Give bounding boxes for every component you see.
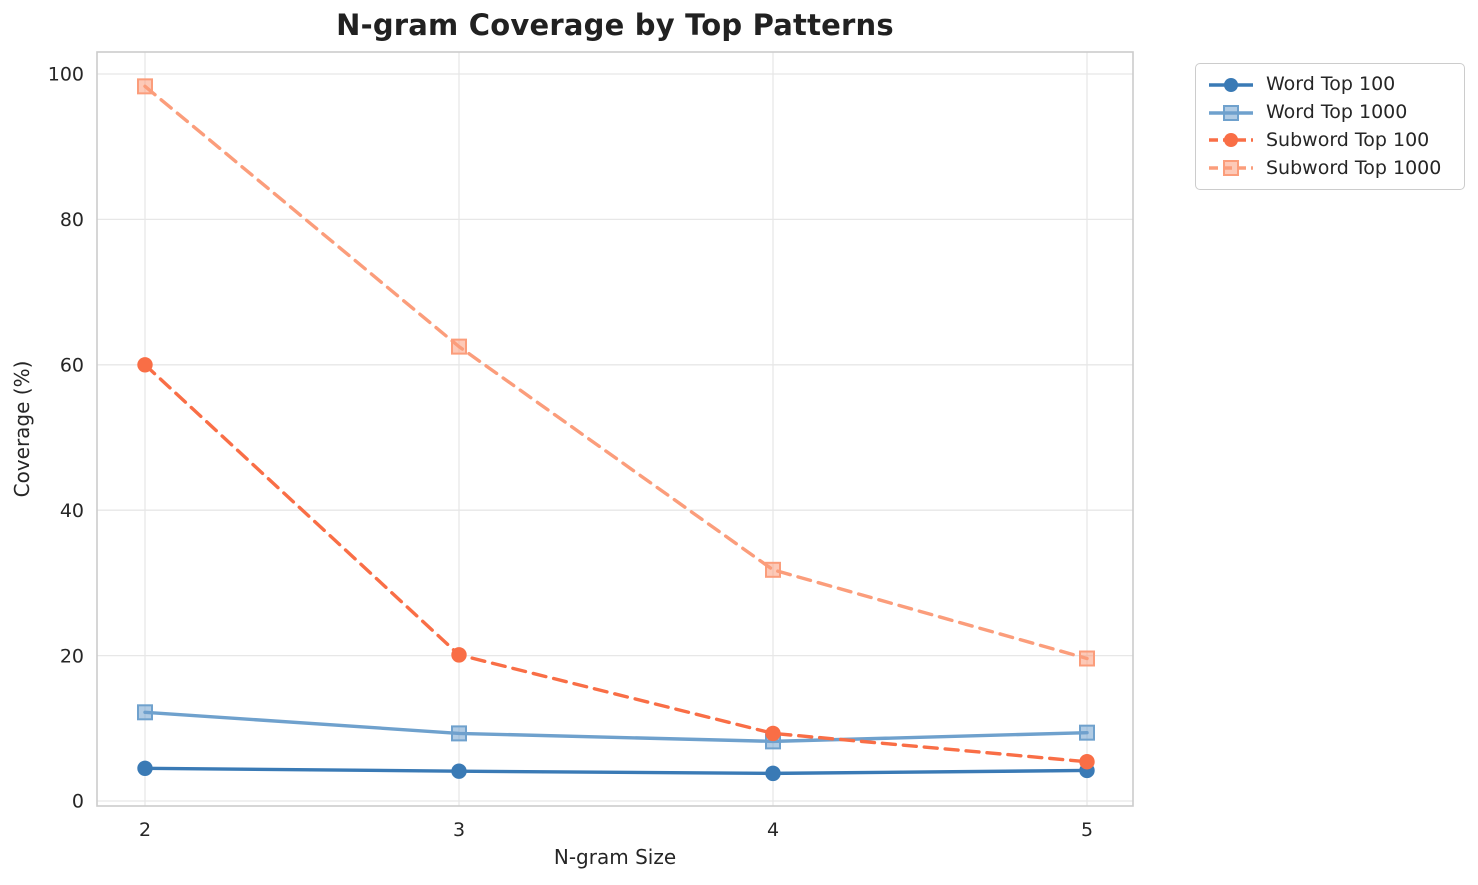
y-tick-label: 100 — [48, 64, 84, 86]
y-tick-label: 20 — [60, 645, 84, 667]
series-subword-top-1000 — [137, 78, 1095, 667]
data-point-marker — [451, 725, 467, 742]
word-top-1000-swatch-icon — [1209, 104, 1253, 121]
y-tick-label: 40 — [60, 500, 84, 522]
y-tick-label: 60 — [60, 354, 84, 376]
data-point-marker — [137, 760, 153, 776]
legend-item-word-top-1000: Word Top 1000 — [1208, 103, 1454, 123]
data-point-marker — [451, 338, 467, 355]
data-point-marker — [765, 765, 781, 782]
legend: Word Top 100 Word Top 1000 Subword Top 100… — [1195, 63, 1465, 190]
series-line — [143, 84, 1089, 661]
series-line — [143, 766, 1089, 776]
data-point-marker — [1079, 724, 1095, 741]
legend-item-label: Subword Top 1000 — [1266, 156, 1442, 179]
x-tick-label: 2 — [139, 819, 151, 841]
data-point-marker — [1079, 754, 1095, 770]
x-tick-label: 4 — [767, 819, 779, 841]
legend-item-subword-top-100: Subword Top 100 — [1208, 130, 1454, 150]
x-axis-label: N-gram Size — [553, 845, 677, 869]
x-tick-label: 3 — [453, 819, 465, 841]
legend-item-label: Word Top 100 — [1266, 73, 1396, 96]
data-point-marker — [137, 704, 153, 721]
plot-frame — [96, 51, 1134, 807]
chart-title: N-gram Coverage by Top Patterns — [336, 8, 894, 42]
y-tick-label: 80 — [60, 209, 84, 231]
data-point-marker — [765, 561, 781, 578]
data-point-marker — [451, 763, 467, 779]
data-point-marker — [137, 357, 153, 373]
series-word-top-100 — [137, 760, 1095, 782]
data-point-marker — [137, 78, 153, 95]
y-axis-label: Coverage (%) — [10, 360, 34, 498]
legend-item-word-top-100: Word Top 100 — [1208, 75, 1454, 95]
subword-top-1000-swatch-icon — [1209, 160, 1253, 177]
legend-item-label: Word Top 1000 — [1266, 101, 1408, 124]
data-point-marker — [451, 647, 467, 663]
word-top-100-swatch-icon — [1209, 77, 1253, 92]
gridlines — [97, 52, 1133, 806]
legend-item-label: Subword Top 100 — [1266, 128, 1430, 151]
series-subword-top-100 — [137, 357, 1095, 770]
series-word-top-1000 — [137, 704, 1095, 750]
y-tick-label: 0 — [72, 791, 84, 813]
legend-item-subword-top-1000: Subword Top 1000 — [1208, 158, 1454, 178]
data-point-marker — [765, 725, 781, 742]
data-point-marker — [1079, 650, 1095, 667]
x-tick-label: 5 — [1081, 819, 1093, 841]
subword-top-100-swatch-icon — [1209, 133, 1253, 148]
series-line — [143, 363, 1089, 764]
series-line — [143, 710, 1089, 744]
